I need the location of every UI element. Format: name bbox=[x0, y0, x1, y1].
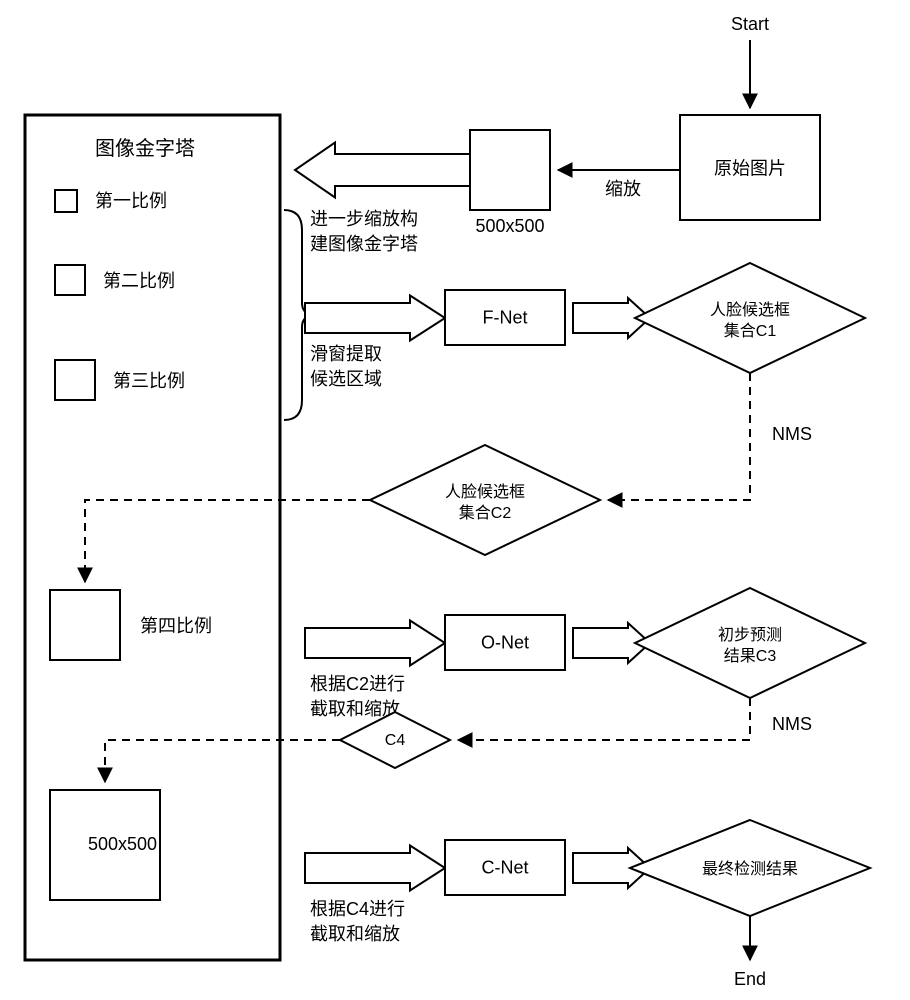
c4-label: C4 bbox=[385, 732, 406, 749]
final-label: 最终检测结果 bbox=[702, 860, 798, 878]
to-onet-arrow bbox=[305, 621, 445, 666]
c3-label-2: 结果C3 bbox=[724, 647, 777, 665]
nms-2-label: NMS bbox=[772, 714, 812, 734]
c1-label-1: 人脸候选框 bbox=[710, 301, 790, 319]
ratio-4-box bbox=[50, 590, 120, 660]
nms-1-label: NMS bbox=[772, 424, 812, 444]
to-cnet-arrow bbox=[305, 846, 445, 891]
c3-label-1: 初步预测 bbox=[718, 626, 782, 644]
slide-caption-1: 滑窗提取 bbox=[310, 344, 382, 364]
c1-label-2: 集合C1 bbox=[724, 322, 777, 340]
c2-label-1: 人脸候选框 bbox=[445, 483, 525, 501]
ratio-1-label: 第一比例 bbox=[95, 191, 167, 211]
pyramid-title: 图像金字塔 bbox=[95, 137, 195, 160]
crop-c4-2: 截取和缩放 bbox=[310, 924, 400, 944]
resized-box bbox=[470, 130, 550, 210]
onet-label: O-Net bbox=[481, 633, 529, 653]
ratio-1-box bbox=[55, 190, 77, 212]
box-500-label: 500x500 bbox=[88, 834, 157, 854]
to-pyramid-arrow bbox=[295, 143, 470, 198]
crop-c4-1: 根据C4进行 bbox=[310, 899, 405, 919]
orig-image-label: 原始图片 bbox=[714, 159, 786, 179]
crop-c2-1: 根据C2进行 bbox=[310, 674, 405, 694]
cnet-label: C-Net bbox=[481, 858, 528, 878]
ratio-2-label: 第二比例 bbox=[103, 271, 175, 291]
pyr-caption-1: 进一步缩放构 bbox=[310, 209, 418, 229]
c3-to-c4-path bbox=[458, 698, 750, 740]
ratio-3-label: 第三比例 bbox=[113, 371, 185, 391]
resize-label: 缩放 bbox=[605, 179, 641, 199]
c1-to-c2-path bbox=[608, 373, 750, 500]
ratio-3-box bbox=[55, 360, 95, 400]
to-fnet-arrow bbox=[305, 296, 445, 341]
end-label: End bbox=[734, 969, 766, 989]
slide-caption-2: 候选区域 bbox=[310, 369, 382, 389]
fnet-label: F-Net bbox=[483, 308, 528, 328]
ratio-4-label: 第四比例 bbox=[140, 616, 212, 636]
resized-size-label: 500x500 bbox=[475, 216, 544, 236]
c2-label-2: 集合C2 bbox=[459, 504, 512, 522]
pyr-caption-2: 建图像金字塔 bbox=[310, 234, 418, 254]
ratio-2-box bbox=[55, 265, 85, 295]
start-label: Start bbox=[731, 14, 769, 34]
